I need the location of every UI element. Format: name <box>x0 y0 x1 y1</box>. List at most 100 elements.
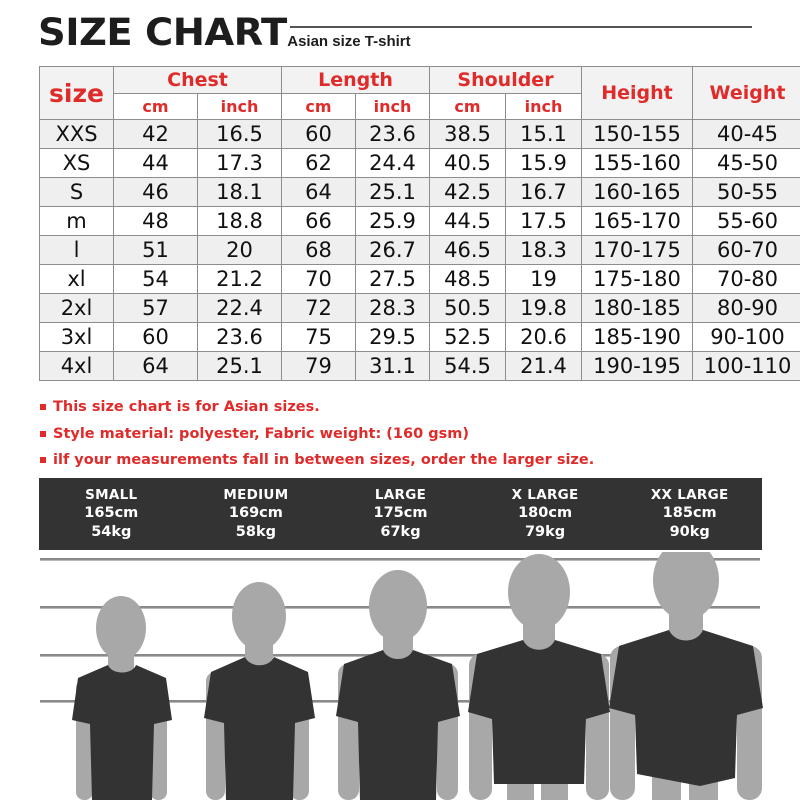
header-group-weight: Weight <box>692 66 800 120</box>
banner-cell-small: SMALL 165cm 54kg <box>39 478 184 550</box>
cell-size: S <box>39 177 114 207</box>
cell-height-cm: 170-175 <box>581 235 693 265</box>
figure-xx-large <box>609 552 763 800</box>
banner-size-height: 169cm <box>228 505 283 522</box>
cell-chest-cm: 46 <box>113 177 198 207</box>
banner-size-weight: 90kg <box>669 523 710 540</box>
table-row: 4xl 64 25.1 79 31.1 54.5 21.4 190-195 100-110 <box>39 351 800 381</box>
cell-height-cm: 155-160 <box>581 148 693 178</box>
cell-chest-inch: 20 <box>197 235 282 265</box>
square-bullet-icon <box>40 457 46 463</box>
cell-chest-inch: 25.1 <box>197 351 282 381</box>
cell-chest-cm: 51 <box>113 235 198 265</box>
page-subtitle-wrap: Asian size T-shirt <box>287 34 410 51</box>
square-bullet-icon <box>40 430 46 437</box>
cell-size: XS <box>39 148 114 178</box>
size-table-head: size Chest Length Shoulder Height Weight… <box>39 66 800 120</box>
banner-size-height: 165cm <box>84 505 139 522</box>
cell-length-inch: 29.5 <box>355 322 430 352</box>
cell-chest-inch: 22.4 <box>197 293 282 323</box>
cell-chest-inch: 17.3 <box>197 148 282 178</box>
table-row: xl 54 21.2 70 27.5 48.5 19 175-180 70-80 <box>39 264 800 294</box>
cell-shoulder-inch: 19.8 <box>505 293 582 323</box>
banner-size-name: SMALL <box>85 486 138 503</box>
cell-height-cm: 180-185 <box>581 293 693 323</box>
cell-chest-cm: 57 <box>113 293 198 323</box>
banner-cell-x-large: X LARGE 180cm 79kg <box>473 478 618 550</box>
square-bullet-icon <box>40 404 46 410</box>
cell-chest-cm: 42 <box>113 119 198 149</box>
cell-shoulder-cm: 46.5 <box>429 235 506 265</box>
cell-shoulder-inch: 16.7 <box>505 177 582 207</box>
cell-length-cm: 68 <box>281 235 356 265</box>
cell-shoulder-inch: 20.6 <box>505 322 582 352</box>
figure-small <box>72 596 172 800</box>
banner-cell-xx-large: XX LARGE 185cm 90kg <box>617 478 762 550</box>
header-row-units: cm inch cm inch cm inch <box>40 93 800 120</box>
cell-shoulder-cm: 42.5 <box>429 177 506 207</box>
cell-length-cm: 66 <box>281 206 356 236</box>
header-row-group: size Chest Length Shoulder Height Weight <box>39 66 800 120</box>
banner-size-height: 175cm <box>373 505 428 522</box>
cell-weight-kg: 45-50 <box>692 148 800 178</box>
figure-x-large <box>468 554 610 800</box>
cell-shoulder-cm: 50.5 <box>429 293 506 323</box>
banner-size-weight: 79kg <box>524 523 566 540</box>
header-unit-chest-inch: inch <box>197 93 282 120</box>
table-row: 3xl 60 23.6 75 29.5 52.5 20.6 185-190 90-100 <box>39 322 800 352</box>
cell-length-cm: 62 <box>281 148 356 178</box>
cell-height-cm: 150-155 <box>581 119 693 149</box>
cell-length-cm: 79 <box>281 351 356 381</box>
cell-chest-cm: 48 <box>113 206 198 236</box>
cell-shoulder-inch: 15.1 <box>505 119 582 149</box>
cell-length-cm: 70 <box>281 264 356 294</box>
cell-length-inch: 31.1 <box>355 351 430 381</box>
cell-height-cm: 175-180 <box>581 264 693 294</box>
page-header: SIZE CHART Asian size T-shirt <box>38 14 411 51</box>
cell-size: 4xl <box>39 351 114 381</box>
cell-length-inch: 25.1 <box>355 177 430 207</box>
title-divider <box>290 26 752 28</box>
size-summary-banner: SMALL 165cm 54kg MEDIUM 169cm 58kg LARGE… <box>39 478 762 550</box>
cell-chest-inch: 16.5 <box>197 119 282 149</box>
cell-shoulder-inch: 15.9 <box>505 148 582 178</box>
cell-weight-kg: 90-100 <box>692 322 800 352</box>
cell-weight-kg: 55-60 <box>692 206 800 236</box>
cell-shoulder-cm: 54.5 <box>429 351 506 381</box>
note-text: Style material: polyester, Fabric weight… <box>53 425 469 442</box>
notes-list: This size chart is for Asian sizes. Styl… <box>40 400 594 480</box>
banner-size-name: MEDIUM <box>223 486 289 503</box>
cell-chest-inch: 18.1 <box>197 177 282 207</box>
cell-chest-cm: 54 <box>113 264 198 294</box>
cell-chest-cm: 60 <box>113 322 198 352</box>
cell-chest-cm: 64 <box>113 351 198 381</box>
note-text: ilf your measurements fall in between si… <box>53 452 595 468</box>
table-row: m 48 18.8 66 25.9 44.5 17.5 165-170 55-60 <box>39 206 800 236</box>
table-row: S 46 18.1 64 25.1 42.5 16.7 160-165 50-55 <box>39 177 800 207</box>
cell-size: xl <box>39 264 114 294</box>
table-row: XXS 42 16.5 60 23.6 38.5 15.1 150-155 40-45 <box>39 119 800 149</box>
cell-size: 2xl <box>39 293 114 323</box>
table-row: XS 44 17.3 62 24.4 40.5 15.9 155-160 45-50 <box>39 148 800 178</box>
note-item: Style material: polyester, Fabric weight… <box>40 425 594 442</box>
page-title: SIZE CHART <box>38 11 287 54</box>
cell-chest-inch: 18.8 <box>197 206 282 236</box>
cell-shoulder-cm: 52.5 <box>429 322 506 352</box>
banner-cell-medium: MEDIUM 169cm 58kg <box>184 478 329 550</box>
header-unit-shoulder-inch: inch <box>505 93 582 120</box>
size-table-body: XXS 42 16.5 60 23.6 38.5 15.1 150-155 40-45 XS 44 1… <box>39 119 800 381</box>
header-group-height: Height <box>581 66 693 120</box>
cell-length-cm: 64 <box>281 177 356 207</box>
cell-weight-kg: 100-110 <box>692 351 800 381</box>
cell-weight-kg: 40-45 <box>692 119 800 149</box>
banner-size-weight: 67kg <box>380 523 421 540</box>
header-group-length: Length <box>281 66 430 94</box>
figure-large <box>336 570 460 800</box>
cell-shoulder-cm: 40.5 <box>429 148 506 178</box>
banner-size-height: 180cm <box>518 505 573 522</box>
note-item: ilf your measurements fall in between si… <box>40 453 594 468</box>
cell-chest-cm: 44 <box>113 148 198 178</box>
header-unit-shoulder-cm: cm <box>429 93 506 120</box>
note-text: This size chart is for Asian sizes. <box>53 399 320 415</box>
